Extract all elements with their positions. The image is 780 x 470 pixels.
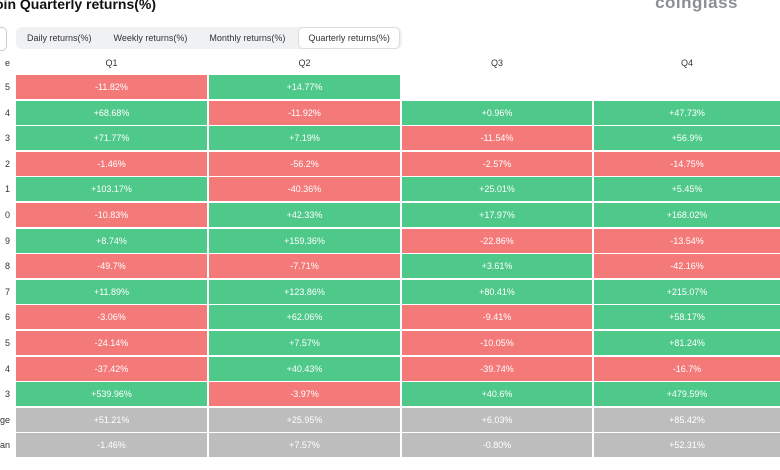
return-cell: +539.96% bbox=[16, 382, 207, 407]
return-cell: -40.36% bbox=[209, 177, 400, 202]
return-cell: +479.59% bbox=[594, 382, 780, 407]
return-cell: -39.74% bbox=[402, 356, 592, 381]
coinglass-logo: coinglass bbox=[655, 0, 738, 12]
return-cell: -49.7% bbox=[16, 254, 207, 279]
stat-cell: +7.57% bbox=[209, 433, 400, 458]
tab-monthly-returns[interactable]: Monthly returns(%) bbox=[209, 33, 286, 43]
return-cell: -11.54% bbox=[402, 126, 592, 151]
tab-quarterly-returns[interactable]: Quarterly returns(%) bbox=[298, 27, 400, 49]
return-cell: -37.42% bbox=[16, 356, 207, 381]
return-cell: +14.77% bbox=[209, 75, 400, 99]
return-cell: +7.19% bbox=[209, 126, 400, 151]
return-cell: +0.96% bbox=[402, 100, 592, 125]
row-label: 5 bbox=[4, 338, 10, 348]
row-label: 2 bbox=[4, 158, 10, 169]
return-cell: +103.17% bbox=[16, 177, 207, 202]
return-cell: +8.74% bbox=[16, 228, 207, 253]
tab-daily-returns[interactable]: Daily returns(%) bbox=[27, 33, 92, 43]
row-label: 5 bbox=[4, 82, 10, 92]
return-cell bbox=[594, 75, 780, 99]
return-cell: -11.92% bbox=[209, 100, 400, 125]
row-label: 3 bbox=[4, 133, 10, 144]
column-header-q3: Q3 bbox=[490, 58, 503, 68]
return-cell: -10.05% bbox=[402, 331, 592, 355]
row-label: 8 bbox=[4, 261, 10, 272]
return-cell: -22.86% bbox=[402, 228, 592, 253]
column-header-year: e bbox=[4, 58, 10, 68]
return-cell: +62.06% bbox=[209, 305, 400, 330]
stat-cell: +6.03% bbox=[402, 407, 592, 432]
return-cell: +215.07% bbox=[594, 279, 780, 304]
return-cell: +3.61% bbox=[402, 254, 592, 279]
return-cell: -1.46% bbox=[16, 151, 207, 176]
return-cell: +81.24% bbox=[594, 331, 780, 355]
return-cell: -42.16% bbox=[594, 254, 780, 279]
stat-cell: -0.80% bbox=[402, 433, 592, 458]
return-cell: -9.41% bbox=[402, 305, 592, 330]
return-cell: -56.2% bbox=[209, 151, 400, 176]
return-cell: -10.83% bbox=[16, 203, 207, 227]
return-cell: +56.9% bbox=[594, 126, 780, 151]
row-label: 0 bbox=[4, 210, 10, 220]
return-cell: -13.54% bbox=[594, 228, 780, 253]
return-cell: +71.77% bbox=[16, 126, 207, 151]
return-cell: -2.57% bbox=[402, 151, 592, 176]
return-cell: +40.6% bbox=[402, 382, 592, 407]
row-label: 4 bbox=[4, 363, 10, 374]
stat-cell: +85.42% bbox=[594, 407, 780, 432]
return-cell: +80.41% bbox=[402, 279, 592, 304]
returns-tabs: Daily returns(%) Weekly returns(%) Month… bbox=[16, 27, 402, 49]
row-label: 6 bbox=[4, 312, 10, 323]
return-cell: +5.45% bbox=[594, 177, 780, 202]
return-cell: +11.89% bbox=[16, 279, 207, 304]
stat-cell: -1.46% bbox=[16, 433, 207, 458]
return-cell: +159.36% bbox=[209, 228, 400, 253]
return-cell: -24.14% bbox=[16, 331, 207, 355]
column-header-q1: Q1 bbox=[105, 58, 118, 68]
return-cell: +42.33% bbox=[209, 203, 400, 227]
stat-cell: +25.95% bbox=[209, 407, 400, 432]
return-cell: +17.97% bbox=[402, 203, 592, 227]
return-cell: +25.01% bbox=[402, 177, 592, 202]
page-title: oin Quarterly returns(%) bbox=[0, 0, 157, 12]
row-label: 9 bbox=[4, 235, 10, 246]
return-cell: -7.71% bbox=[209, 254, 400, 279]
return-cell: +68.68% bbox=[16, 100, 207, 125]
column-header-q2: Q2 bbox=[298, 58, 311, 68]
return-cell: +168.02% bbox=[594, 203, 780, 227]
return-cell: -14.75% bbox=[594, 151, 780, 176]
column-header-q4: Q4 bbox=[680, 58, 693, 68]
return-cell: +47.73% bbox=[594, 100, 780, 125]
return-cell: -3.06% bbox=[16, 305, 207, 330]
return-cell: -3.97% bbox=[209, 382, 400, 407]
return-cell bbox=[402, 75, 592, 99]
row-label: 3 bbox=[4, 389, 10, 400]
return-cell: +123.86% bbox=[209, 279, 400, 304]
row-label: 7 bbox=[4, 286, 10, 297]
return-cell: -11.82% bbox=[16, 75, 207, 99]
return-cell: -16.7% bbox=[594, 356, 780, 381]
currency-select-button[interactable]: C bbox=[0, 27, 7, 51]
tab-weekly-returns[interactable]: Weekly returns(%) bbox=[113, 33, 188, 43]
stat-cell: +52.31% bbox=[594, 433, 780, 458]
stat-cell: +51.21% bbox=[16, 407, 207, 432]
return-cell: +40.43% bbox=[209, 356, 400, 381]
row-label: ge bbox=[0, 414, 10, 425]
return-cell: +58.17% bbox=[594, 305, 780, 330]
return-cell: +7.57% bbox=[209, 331, 400, 355]
row-label: 4 bbox=[4, 107, 10, 118]
row-label: an bbox=[0, 440, 10, 451]
row-label: 1 bbox=[4, 184, 10, 195]
